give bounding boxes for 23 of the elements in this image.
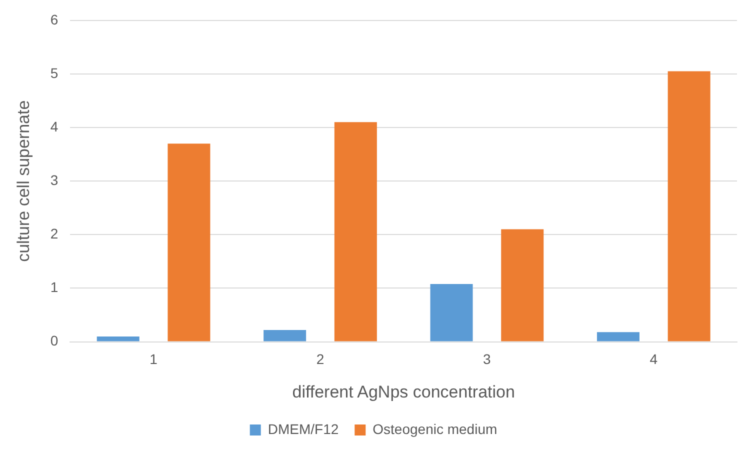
y-axis-title: culture cell supernate xyxy=(14,100,33,262)
legend-label: Osteogenic medium xyxy=(372,420,498,437)
y-tick-label: 3 xyxy=(50,172,58,188)
bar xyxy=(168,144,210,342)
bar xyxy=(264,330,306,342)
x-tick-label: 3 xyxy=(483,351,492,368)
x-tick-label: 1 xyxy=(150,351,158,368)
legend-label: DMEM/F12 xyxy=(268,420,339,437)
x-tick-label: 2 xyxy=(316,351,324,368)
bar xyxy=(334,122,377,342)
x-axis-title: different AgNps concentration xyxy=(292,382,515,402)
bar xyxy=(430,284,473,342)
y-tick-label: 0 xyxy=(50,332,58,349)
bar xyxy=(501,229,544,342)
y-tick-label: 1 xyxy=(50,279,58,296)
y-tick-label: 5 xyxy=(50,64,58,81)
bar xyxy=(596,332,640,342)
y-tick-label: 6 xyxy=(50,11,58,28)
bar xyxy=(96,336,140,342)
y-tick-label: 2 xyxy=(50,226,58,242)
x-tick-label: 4 xyxy=(650,351,658,368)
bar xyxy=(668,71,710,342)
y-tick-label: 4 xyxy=(50,118,58,134)
